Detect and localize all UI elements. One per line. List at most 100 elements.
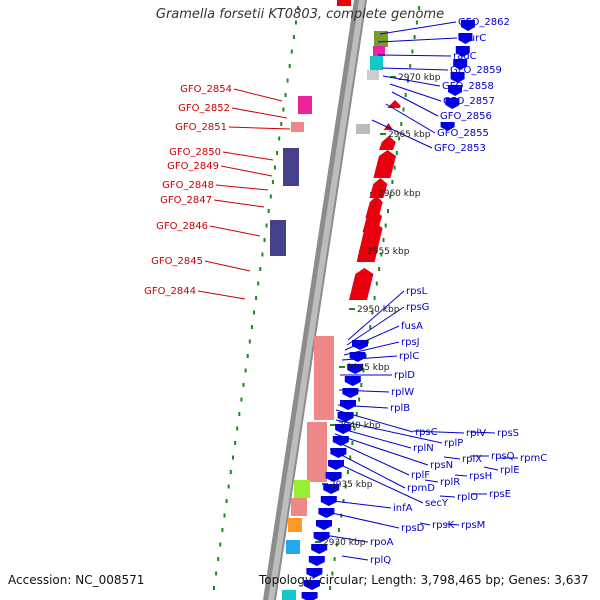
tick-dot bbox=[250, 325, 253, 329]
tick-dot bbox=[331, 571, 334, 576]
leader-line bbox=[338, 389, 390, 393]
reverse-gene bbox=[318, 508, 335, 518]
tick-dot bbox=[364, 354, 367, 358]
leader-line bbox=[334, 433, 429, 466]
reverse-gene bbox=[304, 580, 320, 590]
kbp-tick-label: 2965 kbp bbox=[388, 130, 431, 140]
tick-dot bbox=[269, 194, 272, 199]
reverse-gene bbox=[301, 592, 318, 600]
reverse-gene bbox=[440, 122, 455, 131]
reverse-gene bbox=[325, 472, 342, 482]
tick-dot bbox=[219, 542, 222, 547]
tick-dot bbox=[353, 426, 356, 431]
leader-line bbox=[213, 199, 265, 208]
reverse-gene bbox=[340, 400, 356, 410]
leader-line bbox=[334, 426, 412, 449]
leader-line bbox=[209, 225, 261, 237]
tick-dot bbox=[393, 165, 396, 170]
leader-line bbox=[222, 151, 274, 161]
forward-gene-label: GFO_2846 bbox=[156, 221, 208, 232]
leader-line bbox=[454, 474, 468, 477]
tick-dot bbox=[242, 383, 245, 387]
reverse-gene-label: fusA bbox=[401, 321, 423, 332]
leader-line bbox=[324, 499, 392, 509]
reverse-gene-label: GFO_2853 bbox=[434, 143, 486, 154]
leader-line bbox=[381, 67, 449, 71]
tick-dot bbox=[389, 194, 392, 199]
tick-dot bbox=[344, 484, 347, 489]
feature-block bbox=[291, 122, 304, 132]
reverse-gene bbox=[347, 364, 364, 374]
reverse-gene bbox=[328, 460, 344, 470]
tick-dot bbox=[362, 368, 365, 373]
reverse-gene-label: GFO_2855 bbox=[437, 128, 489, 139]
reverse-gene-label: rplQ bbox=[370, 555, 391, 566]
backbone bbox=[263, 0, 367, 600]
tick-dot bbox=[229, 470, 232, 474]
reverse-gene-label: rplP bbox=[444, 438, 463, 449]
leader-line bbox=[343, 341, 400, 356]
feature-block bbox=[314, 336, 334, 420]
tick-dot bbox=[338, 528, 340, 532]
kbp-tick-label: 2930 kbp bbox=[323, 538, 366, 548]
tick-dot bbox=[257, 281, 260, 286]
tick-dot bbox=[248, 339, 251, 344]
leader-line bbox=[197, 290, 246, 300]
labels: 2970 kbp 2965 kbp 2960 kbp 2955 kbp 2950 kbp… bbox=[144, 17, 547, 566]
reverse-gene bbox=[332, 436, 349, 446]
tick-dot bbox=[349, 455, 352, 460]
tick-dot bbox=[286, 78, 289, 83]
reverse-gene bbox=[445, 98, 460, 109]
feature-block bbox=[307, 422, 327, 482]
leader-line bbox=[379, 21, 457, 35]
tick-dot bbox=[297, 6, 300, 10]
tick-dot bbox=[360, 383, 363, 387]
feature-block bbox=[270, 220, 286, 256]
leader-line bbox=[389, 83, 442, 102]
reverse-gene-label: GFO_2859 bbox=[450, 65, 502, 76]
leader-line bbox=[439, 495, 456, 498]
leader-line bbox=[228, 126, 291, 130]
tick-dot bbox=[215, 571, 218, 576]
forward-gene bbox=[349, 268, 374, 300]
feature-block bbox=[282, 590, 296, 600]
forward-gene-label: GFO_2845 bbox=[151, 256, 203, 267]
tick-dot bbox=[378, 267, 381, 271]
tick-dot bbox=[290, 49, 293, 54]
tick-dot bbox=[261, 252, 264, 257]
tick-dot-rings bbox=[213, 6, 421, 590]
reverse-gene-label: radC bbox=[453, 51, 477, 62]
tick-dot bbox=[333, 557, 336, 561]
forward-gene bbox=[365, 196, 383, 218]
tick-dot bbox=[234, 441, 237, 445]
kbp-tick-label: 2955 kbp bbox=[367, 247, 410, 257]
reverse-gene bbox=[311, 544, 328, 554]
tick-dot bbox=[371, 310, 374, 315]
reverse-gene-label: rpsN bbox=[430, 460, 453, 471]
feature-block bbox=[356, 124, 370, 134]
tick-dot bbox=[398, 136, 401, 141]
tick-dot bbox=[274, 165, 276, 170]
tick-dot bbox=[402, 107, 405, 112]
tick-dot bbox=[400, 122, 403, 126]
tick-dot bbox=[380, 252, 383, 257]
reverse-gene-label: rpsM bbox=[461, 520, 485, 531]
tick-dot bbox=[282, 107, 285, 112]
reverse-gene-label: rpmD bbox=[407, 483, 435, 494]
leader-line bbox=[346, 306, 405, 346]
tick-dot bbox=[236, 426, 239, 431]
leader-line bbox=[215, 184, 269, 191]
reverse-gene-label: rplD bbox=[394, 370, 415, 381]
tick-dot bbox=[278, 136, 281, 141]
forward-gene bbox=[337, 0, 351, 6]
tick-dot bbox=[246, 354, 249, 358]
tick-dot bbox=[221, 528, 224, 532]
reverse-gene-label: murC bbox=[459, 33, 486, 44]
label-leader-lines bbox=[197, 21, 518, 561]
reverse-gene-label: rpsD bbox=[401, 523, 425, 534]
leader-line bbox=[443, 456, 461, 460]
reverse-gene-label: rplE bbox=[500, 465, 520, 476]
leader-line bbox=[344, 325, 400, 351]
forward-gene-label: GFO_2847 bbox=[160, 195, 212, 206]
